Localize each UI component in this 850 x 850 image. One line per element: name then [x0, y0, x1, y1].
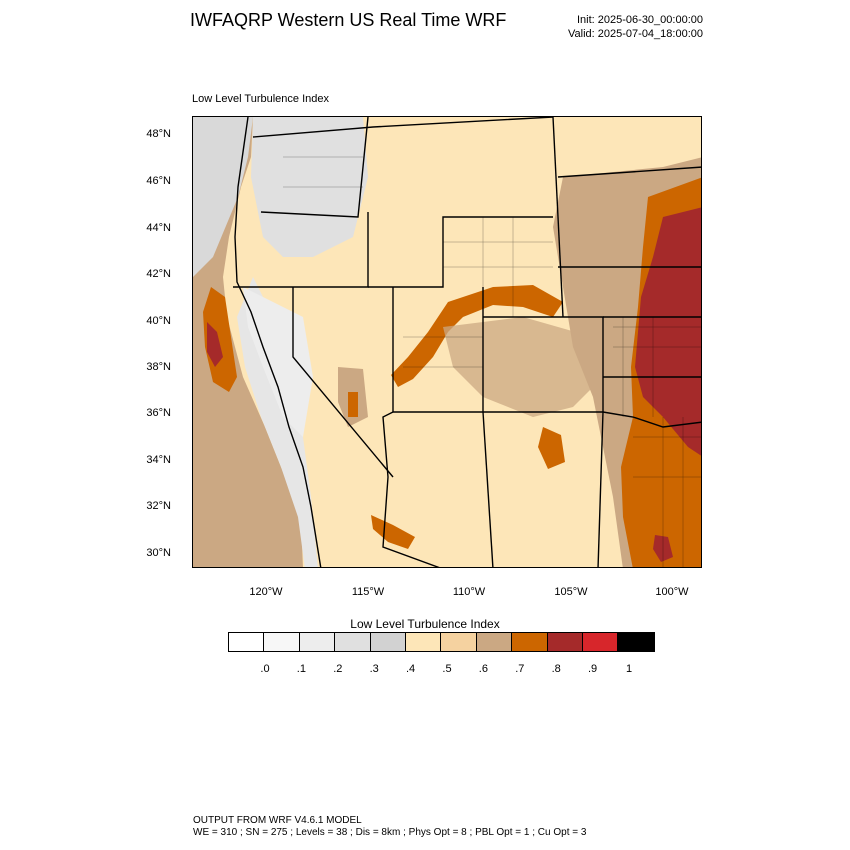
colorbar-label: .2 — [333, 663, 343, 675]
coastal-dark-red-patch — [207, 322, 223, 367]
lon-tick-100: 100°W — [655, 586, 689, 598]
valid-time: Valid: 2025-07-04_18:00:00 — [568, 28, 703, 40]
lon-tick-105: 105°W — [554, 586, 588, 598]
lon-tick-120: 120°W — [249, 586, 283, 598]
lat-tick-44: 44°N — [146, 222, 171, 234]
lon-tick-110: 110°W — [452, 586, 486, 598]
colorbar-label: .8 — [551, 663, 561, 675]
nevada-orange-spot — [348, 392, 358, 417]
colorbar-cell — [335, 633, 371, 651]
colorbar-cell — [618, 633, 654, 651]
lat-tick-34: 34°N — [146, 454, 171, 466]
central-orange-arc — [391, 285, 563, 387]
lat-tick-42: 42°N — [146, 268, 171, 280]
coastal-orange-patch — [203, 287, 237, 392]
lon-tick-115: 115°W — [351, 586, 385, 598]
colorbar-cell — [229, 633, 265, 651]
southwest-orange-patch — [371, 515, 415, 549]
lat-tick-30: 30°N — [146, 547, 171, 559]
plains-dark-red-core — [635, 207, 701, 456]
colorado-orange-patch — [538, 427, 565, 469]
colorbar-cell — [299, 633, 336, 651]
lat-tick-36: 36°N — [146, 407, 171, 419]
colorbar-cell — [370, 633, 406, 651]
colorbar-cell — [405, 633, 442, 651]
colorbar-cell — [582, 633, 619, 651]
county-grid — [283, 156, 701, 567]
init-time: Init: 2025-06-30_00:00:00 — [577, 14, 703, 26]
colorbar-label: .0 — [260, 663, 270, 675]
lat-tick-40: 40°N — [146, 315, 171, 327]
lat-tick-48: 48°N — [146, 128, 171, 140]
colorbar-label: .4 — [406, 663, 416, 675]
colorbar-title: Low Level Turbulence Index — [350, 617, 500, 631]
colorbar-label: 1 — [625, 663, 633, 675]
colorbar-cell — [476, 633, 513, 651]
plot-title: IWFAQRP Western US Real Time WRF — [190, 10, 507, 30]
lat-tick-46: 46°N — [146, 175, 171, 187]
state-boundaries — [233, 117, 701, 567]
colorbar-label: .7 — [515, 663, 525, 675]
model-info-line2: WE = 310 ; SN = 275 ; Levels = 38 ; Dis … — [193, 827, 587, 838]
colorbar-label: .1 — [296, 663, 306, 675]
colorbar-label: .9 — [588, 663, 598, 675]
colorbar — [228, 632, 655, 652]
offshore-gray-band — [193, 117, 253, 277]
colorbar-cell — [547, 633, 583, 651]
sierra-gray-region — [243, 287, 313, 437]
lat-tick-32: 32°N — [146, 500, 171, 512]
turbulence-map — [193, 117, 701, 567]
colorbar-label: .3 — [369, 663, 379, 675]
lat-tick-38: 38°N — [146, 361, 171, 373]
colorbar-cell — [441, 633, 477, 651]
colorbar-cell — [512, 633, 548, 651]
pacific-coastline — [234, 117, 322, 567]
map-field-label: Low Level Turbulence Index — [192, 93, 329, 105]
map-panel — [192, 116, 702, 568]
colorbar-cell — [264, 633, 300, 651]
colorbar-label: .6 — [478, 663, 488, 675]
model-info-line1: OUTPUT FROM WRF V4.6.1 MODEL — [193, 815, 362, 826]
colorbar-label: .5 — [442, 663, 452, 675]
